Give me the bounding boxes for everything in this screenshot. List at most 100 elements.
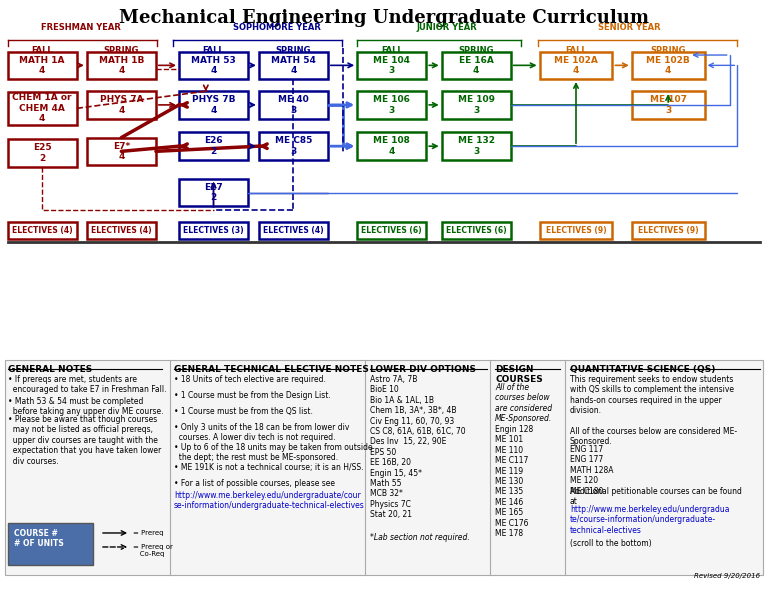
Text: Revised 9/20/2016: Revised 9/20/2016 <box>694 573 760 579</box>
FancyBboxPatch shape <box>259 132 328 160</box>
Text: ME 104
3: ME 104 3 <box>373 56 410 75</box>
Text: MATH 1A
4: MATH 1A 4 <box>19 56 65 75</box>
Text: • 1 Course must be from the Design List.: • 1 Course must be from the Design List. <box>174 391 331 400</box>
Text: • If prereqs are met, students are
  encouraged to take E7 in Freshman Fall.: • If prereqs are met, students are encou… <box>8 375 167 394</box>
Text: • 1 Course must be from the QS list.: • 1 Course must be from the QS list. <box>174 407 313 416</box>
Text: JUNIOR YEAR: JUNIOR YEAR <box>416 23 478 32</box>
Text: http://www.me.berkeley.edu/undergraduate/cour
se-information/undergraduate-techn: http://www.me.berkeley.edu/undergraduate… <box>174 491 365 511</box>
Text: ELECTIVES (4): ELECTIVES (4) <box>91 226 151 235</box>
FancyBboxPatch shape <box>8 139 77 167</box>
Text: ME C85
3: ME C85 3 <box>275 136 312 156</box>
FancyBboxPatch shape <box>179 52 248 79</box>
Text: QUANTITATIVE SCIENCE (QS): QUANTITATIVE SCIENCE (QS) <box>570 365 715 374</box>
Text: ELECTIVES (4): ELECTIVES (4) <box>12 226 72 235</box>
FancyBboxPatch shape <box>442 52 511 79</box>
FancyBboxPatch shape <box>87 52 156 79</box>
Text: • Only 3 units of the 18 can be from lower div
  courses. A lower div tech is no: • Only 3 units of the 18 can be from low… <box>174 423 349 442</box>
Text: PHYS 7B
4: PHYS 7B 4 <box>192 95 235 114</box>
FancyBboxPatch shape <box>631 91 705 119</box>
Text: DESIGN
COURSES: DESIGN COURSES <box>495 365 543 384</box>
FancyBboxPatch shape <box>179 222 248 239</box>
Text: (scroll to the bottom): (scroll to the bottom) <box>570 539 651 548</box>
Text: = Prereq or
   Co-Req: = Prereq or Co-Req <box>133 544 173 557</box>
Text: ENG 117
ENG 177
MATH 128A
ME 120
ME C180: ENG 117 ENG 177 MATH 128A ME 120 ME C180 <box>570 445 614 496</box>
Text: • Please be aware that though courses
  may not be listed as official prereqs,
 : • Please be aware that though courses ma… <box>8 415 161 466</box>
Text: E7*
4: E7* 4 <box>113 142 130 161</box>
FancyBboxPatch shape <box>442 222 511 239</box>
FancyBboxPatch shape <box>87 138 156 165</box>
Text: Astro 7A, 7B
BioE 10
Bio 1A & 1AL, 1B
Chem 1B, 3A*, 3B*, 4B
Civ Eng 11, 60, 70, : Astro 7A, 7B BioE 10 Bio 1A & 1AL, 1B Ch… <box>370 375 465 519</box>
Text: E27
2: E27 2 <box>204 183 223 202</box>
FancyBboxPatch shape <box>179 132 248 160</box>
FancyBboxPatch shape <box>259 52 328 79</box>
FancyBboxPatch shape <box>631 52 705 79</box>
Text: http://www.me.berkeley.edu/undergradua
te/course-information/undergraduate-
tech: http://www.me.berkeley.edu/undergradua t… <box>570 505 730 535</box>
Text: MATH 54
4: MATH 54 4 <box>271 56 316 75</box>
Text: ME 107
3: ME 107 3 <box>650 95 687 114</box>
Text: CHEM 1A or
CHEM 4A
4: CHEM 1A or CHEM 4A 4 <box>12 94 72 123</box>
Text: FALL: FALL <box>565 46 587 55</box>
FancyBboxPatch shape <box>631 222 705 239</box>
FancyBboxPatch shape <box>179 91 248 119</box>
Text: ME 106
3: ME 106 3 <box>373 95 410 114</box>
Text: MATH 1B
4: MATH 1B 4 <box>98 56 144 75</box>
Text: ELECTIVES (6): ELECTIVES (6) <box>362 226 422 235</box>
FancyBboxPatch shape <box>87 91 156 119</box>
FancyBboxPatch shape <box>539 52 613 79</box>
FancyBboxPatch shape <box>259 222 328 239</box>
Text: SOPHOMORE YEAR: SOPHOMORE YEAR <box>233 23 320 32</box>
Text: ELECTIVES (9): ELECTIVES (9) <box>546 226 606 235</box>
FancyBboxPatch shape <box>357 91 426 119</box>
Text: *Lab section not required.: *Lab section not required. <box>370 533 470 542</box>
Text: SPRING: SPRING <box>104 46 139 55</box>
Text: FALL: FALL <box>381 46 402 55</box>
Text: Mechanical Engineering Undergraduate Curriculum: Mechanical Engineering Undergraduate Cur… <box>119 9 649 27</box>
Text: ME 102A
4: ME 102A 4 <box>554 56 598 75</box>
Text: GENERAL TECHNICAL ELECTIVE NOTES: GENERAL TECHNICAL ELECTIVE NOTES <box>174 365 369 374</box>
Text: Engin 128
ME 101
ME 110
ME C117
ME 119
ME 130
ME 135
ME 146
ME 165
ME C176
ME 17: Engin 128 ME 101 ME 110 ME C117 ME 119 M… <box>495 425 533 538</box>
FancyBboxPatch shape <box>179 179 248 206</box>
Text: ELECTIVES (4): ELECTIVES (4) <box>263 226 323 235</box>
Text: ELECTIVES (3): ELECTIVES (3) <box>184 226 243 235</box>
FancyBboxPatch shape <box>357 132 426 160</box>
Text: • Up to 6 of the 18 units may be taken from outside
  the dept; the rest must be: • Up to 6 of the 18 units may be taken f… <box>174 443 372 463</box>
FancyBboxPatch shape <box>8 523 93 565</box>
FancyBboxPatch shape <box>259 91 328 119</box>
Text: ME 132
3: ME 132 3 <box>458 136 495 156</box>
FancyBboxPatch shape <box>8 52 77 79</box>
Text: SENIOR YEAR: SENIOR YEAR <box>598 23 661 32</box>
Text: = Prereq: = Prereq <box>133 530 164 536</box>
Text: COURSE #
# OF UNITS: COURSE # # OF UNITS <box>14 529 64 549</box>
FancyBboxPatch shape <box>5 360 763 575</box>
Text: • ME 191K is not a technical course; it is an H/SS.: • ME 191K is not a technical course; it … <box>174 463 363 472</box>
Text: ME 108
4: ME 108 4 <box>373 136 410 156</box>
Text: Additional petitionable courses can be found
at: Additional petitionable courses can be f… <box>570 487 742 506</box>
Text: LOWER DIV OPTIONS: LOWER DIV OPTIONS <box>370 365 476 374</box>
Text: ELECTIVES (9): ELECTIVES (9) <box>638 226 698 235</box>
Text: SPRING: SPRING <box>650 46 686 55</box>
Text: E26
2: E26 2 <box>204 136 223 156</box>
Text: FALL: FALL <box>203 46 224 55</box>
Text: FRESHMAN YEAR: FRESHMAN YEAR <box>41 23 121 32</box>
Text: E25
2: E25 2 <box>33 144 51 162</box>
Text: EE 16A
4: EE 16A 4 <box>458 56 494 75</box>
Text: ELECTIVES (6): ELECTIVES (6) <box>446 226 506 235</box>
FancyBboxPatch shape <box>442 91 511 119</box>
Text: • Math 53 & 54 must be completed
  before taking any upper div ME course.: • Math 53 & 54 must be completed before … <box>8 397 164 416</box>
FancyBboxPatch shape <box>539 222 613 239</box>
FancyBboxPatch shape <box>442 132 511 160</box>
FancyBboxPatch shape <box>357 222 426 239</box>
Text: MATH 53
4: MATH 53 4 <box>191 56 236 75</box>
Text: ME 109
3: ME 109 3 <box>458 95 495 114</box>
Text: ME 102B
4: ME 102B 4 <box>647 56 690 75</box>
Text: GENERAL NOTES: GENERAL NOTES <box>8 365 92 374</box>
Text: • For a list of possible courses, please see: • For a list of possible courses, please… <box>174 479 335 488</box>
Text: SPRING: SPRING <box>276 46 311 55</box>
Text: FALL: FALL <box>31 46 53 55</box>
FancyBboxPatch shape <box>8 222 77 239</box>
Text: SPRING: SPRING <box>458 46 494 55</box>
Text: • 18 Units of tech elective are required.: • 18 Units of tech elective are required… <box>174 375 326 384</box>
FancyBboxPatch shape <box>87 222 156 239</box>
Text: PHYS 7A
4: PHYS 7A 4 <box>100 95 143 114</box>
Text: All of the
courses below
are considered
ME-Sponsored.: All of the courses below are considered … <box>495 383 552 423</box>
